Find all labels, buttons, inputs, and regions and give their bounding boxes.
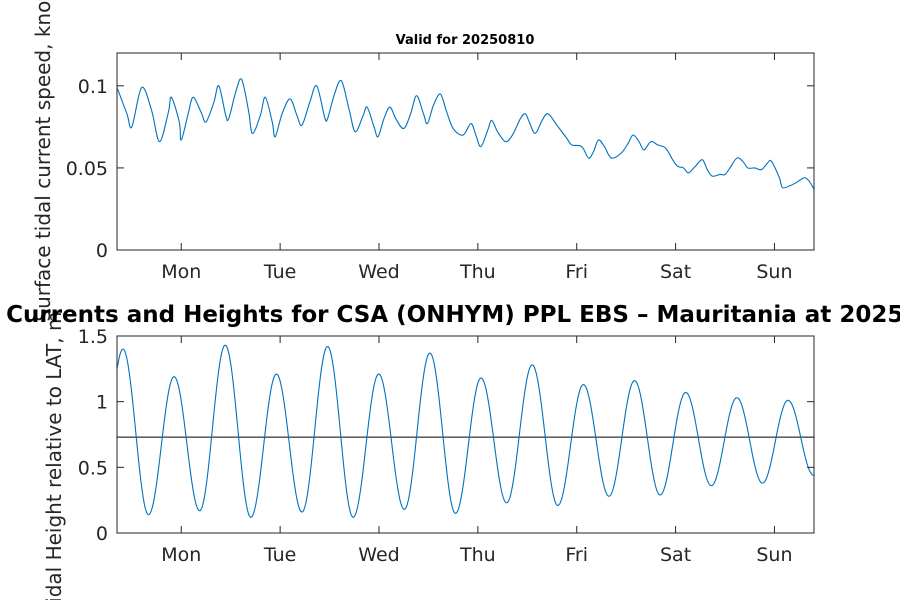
x-tick-label: Tue	[263, 261, 296, 283]
y-tick-label: 0.05	[66, 158, 108, 180]
x-tick-label: Thu	[459, 544, 496, 566]
x-tick-label: Sun	[756, 261, 792, 283]
tidal-height-axes: Mon Tue Wed Thu Fri Sat Sun 0 0.5 1 1.5 Tidal Heig…	[42, 312, 815, 600]
y-tick-label: 0.5	[78, 457, 108, 479]
x-tick-label: Wed	[358, 261, 399, 283]
x-tick-label: Fri	[565, 261, 588, 283]
x-tick-label: Sun	[756, 544, 792, 566]
x-tick-label: Thu	[459, 261, 496, 283]
y-tick-label: 1.5	[78, 326, 108, 348]
height-ticks: Mon Tue Wed Thu Fri Sat Sun 0 0.5 1 1.5	[78, 326, 814, 566]
height-axes-box	[116, 335, 815, 534]
x-tick-label: Fri	[565, 544, 588, 566]
figure-main-title: Tidal Currents and Heights for CSA (ONHY…	[0, 302, 900, 328]
current-plot-area	[117, 78, 814, 190]
y-tick-label: 1	[96, 392, 108, 414]
x-tick-label: Sat	[660, 544, 691, 566]
tidal-height-series-line	[117, 344, 814, 518]
current-speed-axes: Mon Tue Wed Thu Fri Sat Sun 0 0.05 0.1 Valid for …	[31, 0, 815, 322]
x-tick-label: Sat	[660, 261, 691, 283]
x-tick-label: Mon	[161, 544, 201, 566]
height-y-axis-label: Tidal Height relative to LAT, m	[42, 312, 66, 600]
y-tick-label: 0	[96, 240, 108, 262]
current-y-axis-label: Surface tidal current speed, knots	[31, 0, 55, 322]
height-plot-area	[117, 344, 814, 518]
current-axes-box	[116, 52, 815, 251]
y-tick-label: 0.1	[78, 76, 108, 98]
current-chart-title: Valid for 20250810	[396, 33, 535, 48]
current-ticks: Mon Tue Wed Thu Fri Sat Sun 0 0.05 0.1	[66, 53, 814, 283]
y-tick-label: 0	[96, 523, 108, 545]
x-tick-label: Mon	[161, 261, 201, 283]
x-tick-label: Tue	[263, 544, 296, 566]
x-tick-label: Wed	[358, 544, 399, 566]
current-speed-series-line	[117, 78, 814, 190]
